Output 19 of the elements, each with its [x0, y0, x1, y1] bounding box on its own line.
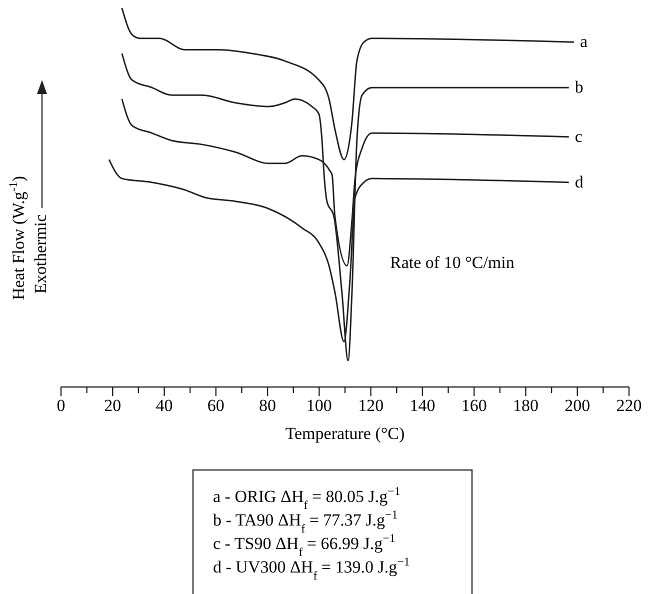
series-label: d — [574, 172, 584, 192]
x-tick-label: 100 — [306, 396, 332, 416]
series-label: c — [574, 126, 583, 146]
x-tick-label: 220 — [616, 396, 642, 416]
x-tick-label: 0 — [56, 396, 66, 416]
x-tick-label: 60 — [207, 396, 224, 416]
annotation: Rate of 10 °C/min — [390, 253, 515, 272]
x-tick-label: 180 — [512, 396, 538, 416]
x-tick-label: 200 — [564, 396, 590, 416]
series-label: a — [580, 32, 588, 52]
x-axis-title: Temperature (°C) — [285, 424, 405, 443]
x-tick-label: 40 — [156, 396, 173, 416]
x-tick-label: 20 — [104, 396, 122, 416]
x-tick-label: 160 — [461, 396, 487, 416]
x-tick-label: 140 — [410, 396, 436, 416]
series-label: b — [574, 78, 584, 97]
x-tick-label: 80 — [259, 396, 276, 416]
text: Exothermic — [31, 214, 50, 294]
x-tick-label: 120 — [358, 396, 384, 416]
